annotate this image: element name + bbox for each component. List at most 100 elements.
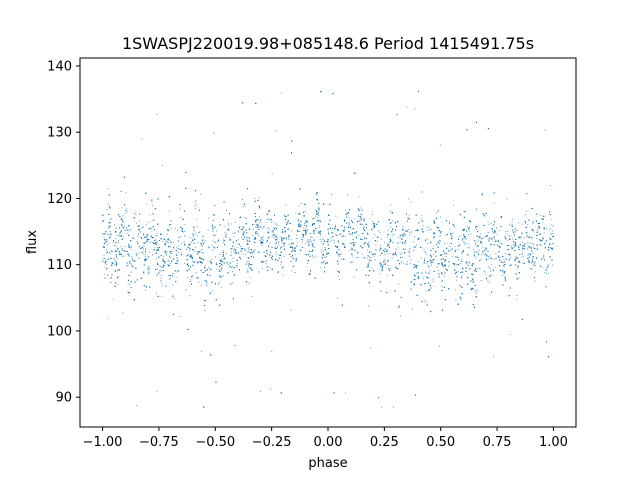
data-point — [301, 203, 303, 205]
data-point — [408, 229, 410, 231]
data-point — [252, 235, 254, 237]
data-point — [326, 256, 328, 258]
data-point — [546, 240, 547, 242]
data-point — [353, 245, 355, 247]
data-point — [552, 264, 554, 266]
data-point — [109, 253, 111, 255]
data-point — [319, 239, 321, 240]
data-point — [136, 255, 138, 257]
data-point — [228, 239, 230, 241]
data-point — [357, 214, 359, 216]
data-point — [131, 263, 133, 265]
data-point — [222, 251, 224, 253]
data-point — [316, 198, 318, 200]
data-point — [463, 210, 465, 212]
data-point — [327, 239, 329, 241]
data-point — [232, 282, 234, 284]
data-point — [460, 258, 462, 260]
data-point — [235, 250, 237, 251]
data-point — [333, 228, 335, 230]
data-point — [533, 220, 534, 222]
data-point — [404, 243, 406, 245]
data-point — [476, 229, 478, 230]
data-point — [176, 257, 178, 259]
data-point — [205, 240, 207, 242]
data-point — [168, 210, 170, 212]
data-point — [386, 274, 388, 276]
data-point — [283, 245, 285, 247]
data-point — [155, 250, 157, 251]
data-point — [247, 236, 249, 238]
data-point — [196, 225, 198, 227]
data-point — [196, 218, 198, 220]
data-point — [194, 207, 196, 209]
data-point — [228, 237, 230, 239]
data-point — [425, 272, 427, 274]
data-point — [536, 237, 537, 239]
data-point — [141, 138, 143, 140]
data-point — [162, 270, 164, 272]
data-point — [311, 237, 313, 239]
data-point — [108, 242, 110, 244]
data-point — [184, 263, 186, 265]
data-point — [461, 275, 463, 277]
data-point — [319, 267, 321, 268]
data-point — [371, 214, 373, 216]
data-point — [283, 256, 285, 258]
data-point — [431, 264, 432, 266]
data-point — [231, 267, 233, 269]
data-point — [479, 267, 481, 269]
data-point — [326, 251, 328, 253]
data-point — [162, 256, 164, 258]
data-point — [502, 264, 504, 266]
data-point — [317, 231, 319, 233]
data-point — [549, 238, 551, 240]
data-point — [425, 290, 427, 292]
data-point — [271, 173, 273, 175]
data-point — [407, 217, 409, 219]
data-point — [468, 226, 470, 228]
data-point — [151, 220, 153, 222]
data-point — [143, 242, 145, 244]
data-point — [487, 266, 489, 268]
data-point — [413, 249, 415, 251]
data-point — [271, 235, 273, 237]
data-point — [523, 220, 525, 222]
data-point — [275, 251, 277, 253]
data-point — [341, 258, 343, 260]
data-point — [231, 271, 233, 273]
data-point — [412, 308, 414, 310]
data-point — [509, 265, 511, 267]
data-point — [177, 229, 179, 231]
data-point — [473, 248, 475, 250]
data-point — [538, 233, 540, 235]
data-point — [307, 263, 309, 264]
data-point — [220, 286, 222, 288]
data-point — [222, 238, 224, 240]
data-point — [491, 274, 493, 276]
data-point — [535, 265, 537, 266]
data-point — [379, 254, 381, 256]
data-point — [219, 269, 221, 271]
data-point — [425, 301, 427, 303]
data-point — [329, 240, 331, 242]
data-point — [111, 251, 113, 253]
data-point — [477, 289, 479, 291]
data-point — [370, 251, 372, 253]
data-point — [118, 235, 120, 237]
data-point — [521, 249, 523, 251]
data-point — [296, 242, 298, 244]
data-point — [347, 212, 349, 214]
data-point — [413, 236, 415, 238]
data-point — [454, 246, 456, 248]
data-point — [114, 224, 115, 226]
data-point — [233, 235, 235, 237]
data-point — [105, 242, 107, 244]
data-point — [279, 251, 281, 253]
data-point — [390, 226, 392, 228]
data-point — [506, 239, 508, 241]
data-point — [343, 231, 345, 233]
data-point — [543, 227, 545, 229]
data-point — [292, 249, 294, 251]
data-point — [514, 246, 515, 248]
